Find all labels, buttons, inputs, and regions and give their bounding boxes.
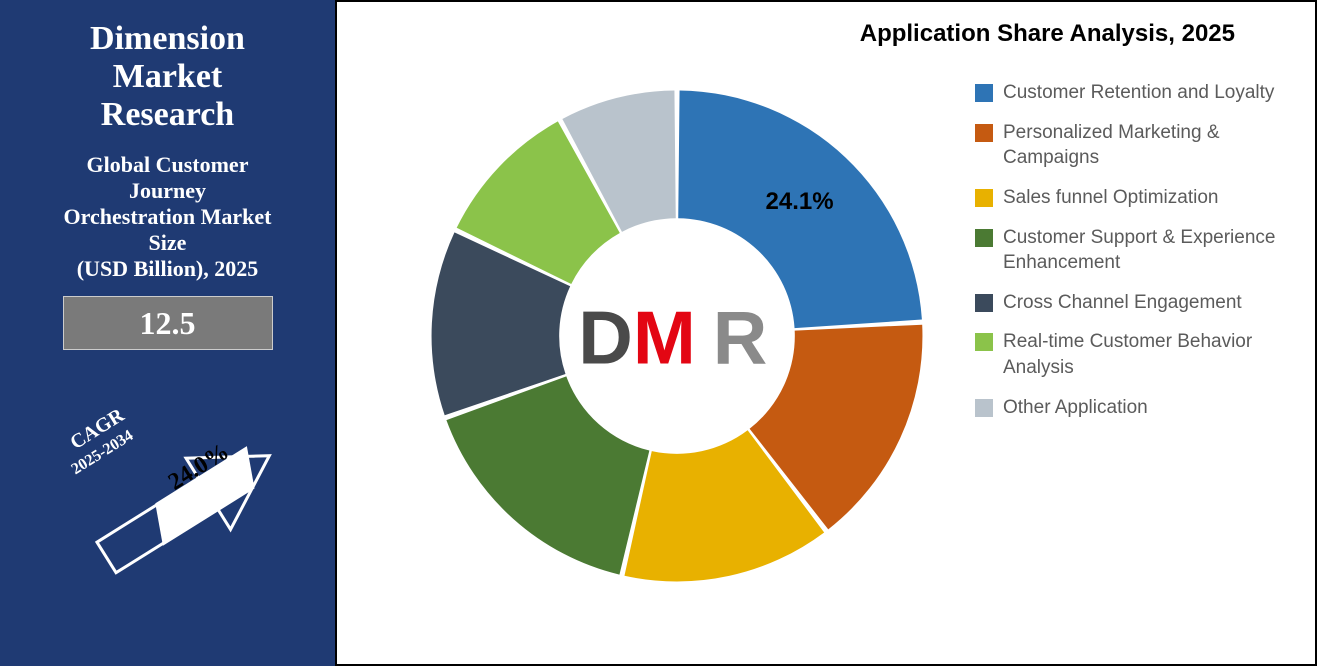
market-value-box: 12.5: [63, 296, 273, 350]
brand-line: Dimension: [90, 20, 245, 58]
svg-text:R: R: [713, 296, 768, 380]
legend-swatch: [975, 399, 993, 417]
legend-label: Personalized Marketing & Campaigns: [1003, 120, 1285, 171]
legend-item: Sales funnel Optimization: [975, 185, 1285, 211]
left-summary-panel: DimensionMarketResearch Global CustomerJ…: [0, 0, 335, 666]
legend-swatch: [975, 189, 993, 207]
legend-swatch: [975, 124, 993, 142]
chart-panel: Application Share Analysis, 2025 24.1% D…: [335, 0, 1317, 666]
legend-label: Real-time Customer Behavior Analysis: [1003, 329, 1285, 380]
legend-item: Cross Channel Engagement: [975, 290, 1285, 316]
svg-text:M: M: [633, 296, 696, 380]
subtitle-line: Global Customer: [64, 152, 272, 178]
legend-swatch: [975, 294, 993, 312]
legend-label: Customer Support & Experience Enhancemen…: [1003, 225, 1285, 276]
legend-label: Other Application: [1003, 395, 1148, 421]
subtitle-line: Orchestration Market: [64, 204, 272, 230]
brand-line: Market: [90, 58, 245, 96]
legend-item: Real-time Customer Behavior Analysis: [975, 329, 1285, 380]
subtitle-line: (USD Billion), 2025: [64, 256, 272, 282]
dmr-logo-icon: D M R: [572, 231, 782, 441]
legend-swatch: [975, 333, 993, 351]
svg-text:D: D: [578, 296, 633, 380]
chart-legend: Customer Retention and Loyalty Personaliz…: [975, 80, 1285, 434]
legend-label: Sales funnel Optimization: [1003, 185, 1218, 211]
brand-title: DimensionMarketResearch: [90, 20, 245, 134]
donut-chart: 24.1% D M R: [407, 66, 947, 606]
legend-item: Customer Support & Experience Enhancemen…: [975, 225, 1285, 276]
market-subtitle: Global CustomerJourneyOrchestration Mark…: [64, 152, 272, 282]
slice-callout-label: 24.1%: [766, 188, 834, 216]
market-value: 12.5: [140, 305, 196, 342]
brand-line: Research: [90, 96, 245, 134]
legend-swatch: [975, 229, 993, 247]
legend-item: Other Application: [975, 395, 1285, 421]
chart-title: Application Share Analysis, 2025: [860, 20, 1235, 48]
legend-label: Cross Channel Engagement: [1003, 290, 1242, 316]
cagr-arrow: CAGR 2025-2034 24.0%: [18, 376, 318, 576]
legend-item: Personalized Marketing & Campaigns: [975, 120, 1285, 171]
subtitle-line: Journey: [64, 178, 272, 204]
legend-label: Customer Retention and Loyalty: [1003, 80, 1274, 106]
center-logo: D M R: [572, 231, 782, 441]
legend-item: Customer Retention and Loyalty: [975, 80, 1285, 106]
legend-swatch: [975, 84, 993, 102]
subtitle-line: Size: [64, 230, 272, 256]
